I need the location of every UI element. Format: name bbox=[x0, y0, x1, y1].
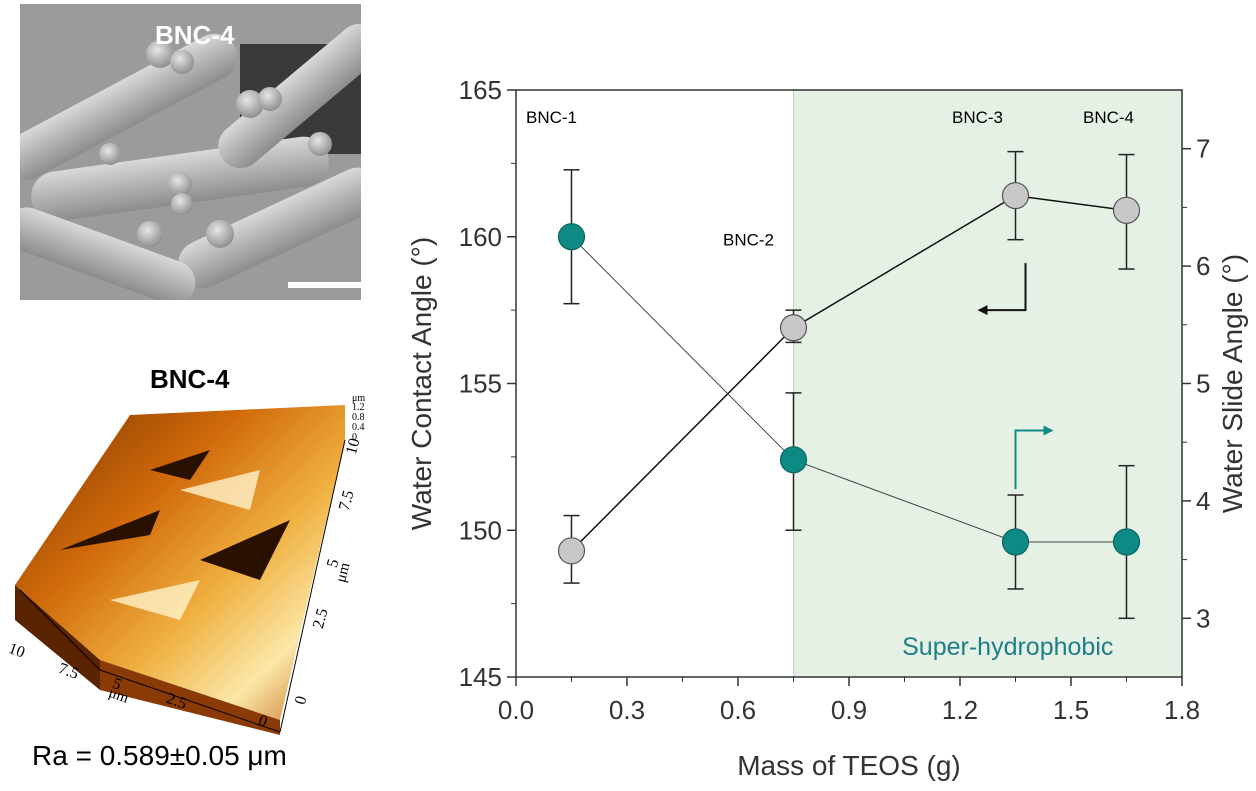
y2-tick-label: 7 bbox=[1196, 134, 1210, 164]
y-tick-label: 155 bbox=[459, 369, 502, 399]
y2-tick-label: 3 bbox=[1196, 603, 1210, 633]
right-axis-arrowhead bbox=[1043, 425, 1054, 436]
x-tick-label: 1.8 bbox=[1164, 695, 1200, 725]
wca-data-point bbox=[1001, 182, 1030, 210]
sem-particles bbox=[99, 40, 332, 248]
wca-data-point bbox=[557, 537, 586, 565]
left-axis-arrow bbox=[985, 263, 1027, 312]
left-axis-arrowhead bbox=[977, 305, 988, 316]
wsa-data-point bbox=[1001, 528, 1030, 556]
y-tick-label: 160 bbox=[459, 222, 502, 252]
series-marks bbox=[557, 150, 1141, 620]
sample-label-1: BNC-1 bbox=[526, 108, 577, 127]
y-tick-label: 150 bbox=[459, 515, 502, 545]
wsa-series-line bbox=[571, 236, 1127, 543]
contact-angle-chart: Super-hydrophobic BNC-1 BNC-2 BNC-3 BNC-4 0… bbox=[406, 75, 1248, 781]
wca-data-point bbox=[1112, 196, 1141, 224]
afm-z-tick: μm bbox=[352, 393, 366, 404]
y2-axis-label: Water Slide Angle (°) bbox=[1217, 254, 1248, 513]
wca-series-line bbox=[570, 194, 1127, 552]
x-tick-label: 0.0 bbox=[498, 695, 534, 725]
wsa-data-point bbox=[1112, 528, 1141, 556]
afm-z-tick: 0 bbox=[352, 432, 357, 443]
x-tick-label: 0.9 bbox=[831, 695, 867, 725]
y2-tick-label: 6 bbox=[1196, 251, 1210, 281]
wsa-data-point bbox=[779, 446, 808, 474]
x-tick-label: 1.2 bbox=[942, 695, 978, 725]
y-tick-label: 145 bbox=[459, 662, 502, 692]
shaded-region bbox=[793, 89, 1183, 678]
annotations: BNC-1 BNC-2 BNC-3 BNC-4 bbox=[526, 108, 1134, 490]
roughness-value: Ra = 0.589±0.05 μm bbox=[32, 740, 287, 771]
sample-label-4: BNC-4 bbox=[1083, 108, 1134, 127]
wca-data-point bbox=[779, 314, 808, 342]
x-axis-label: Mass of TEOS (g) bbox=[737, 750, 961, 781]
series-lines bbox=[570, 194, 1127, 552]
x-tick-label: 0.6 bbox=[720, 695, 756, 725]
axis-text: 0.0 0.3 0.6 0.9 1.2 1.5 1.8 145 150 155 160 165 3 4 5 6… bbox=[406, 75, 1248, 781]
super-hydrophobic-region: Super-hydrophobic bbox=[793, 89, 1183, 678]
afm-z-tick: 0.4 bbox=[352, 422, 365, 433]
wsa-data-point bbox=[557, 223, 586, 251]
sample-label-3: BNC-3 bbox=[952, 108, 1003, 127]
x-tick-label: 0.3 bbox=[609, 695, 645, 725]
afm-topography bbox=[15, 405, 346, 735]
sem-micrograph: BNC-4 bbox=[20, 4, 361, 300]
afm-z-tick: 0.8 bbox=[352, 412, 365, 423]
afm-surface bbox=[15, 405, 345, 720]
y2-tick-label: 4 bbox=[1196, 486, 1210, 516]
sample-label-2: BNC-2 bbox=[723, 231, 774, 250]
afm-z-tick: 1.2 bbox=[352, 402, 365, 413]
right-axis-arrow bbox=[1014, 429, 1046, 490]
y2-tick-label: 5 bbox=[1196, 369, 1210, 399]
scale-bar bbox=[288, 282, 361, 288]
afm-title: BNC-4 bbox=[150, 364, 230, 394]
y-axis-label: Water Contact Angle (°) bbox=[406, 237, 437, 530]
shaded-region-label: Super-hydrophobic bbox=[902, 633, 1113, 661]
axes bbox=[507, 89, 1191, 686]
y-tick-label: 165 bbox=[459, 75, 502, 105]
sem-label: BNC-4 bbox=[155, 20, 235, 50]
x-tick-label: 1.5 bbox=[1053, 695, 1089, 725]
